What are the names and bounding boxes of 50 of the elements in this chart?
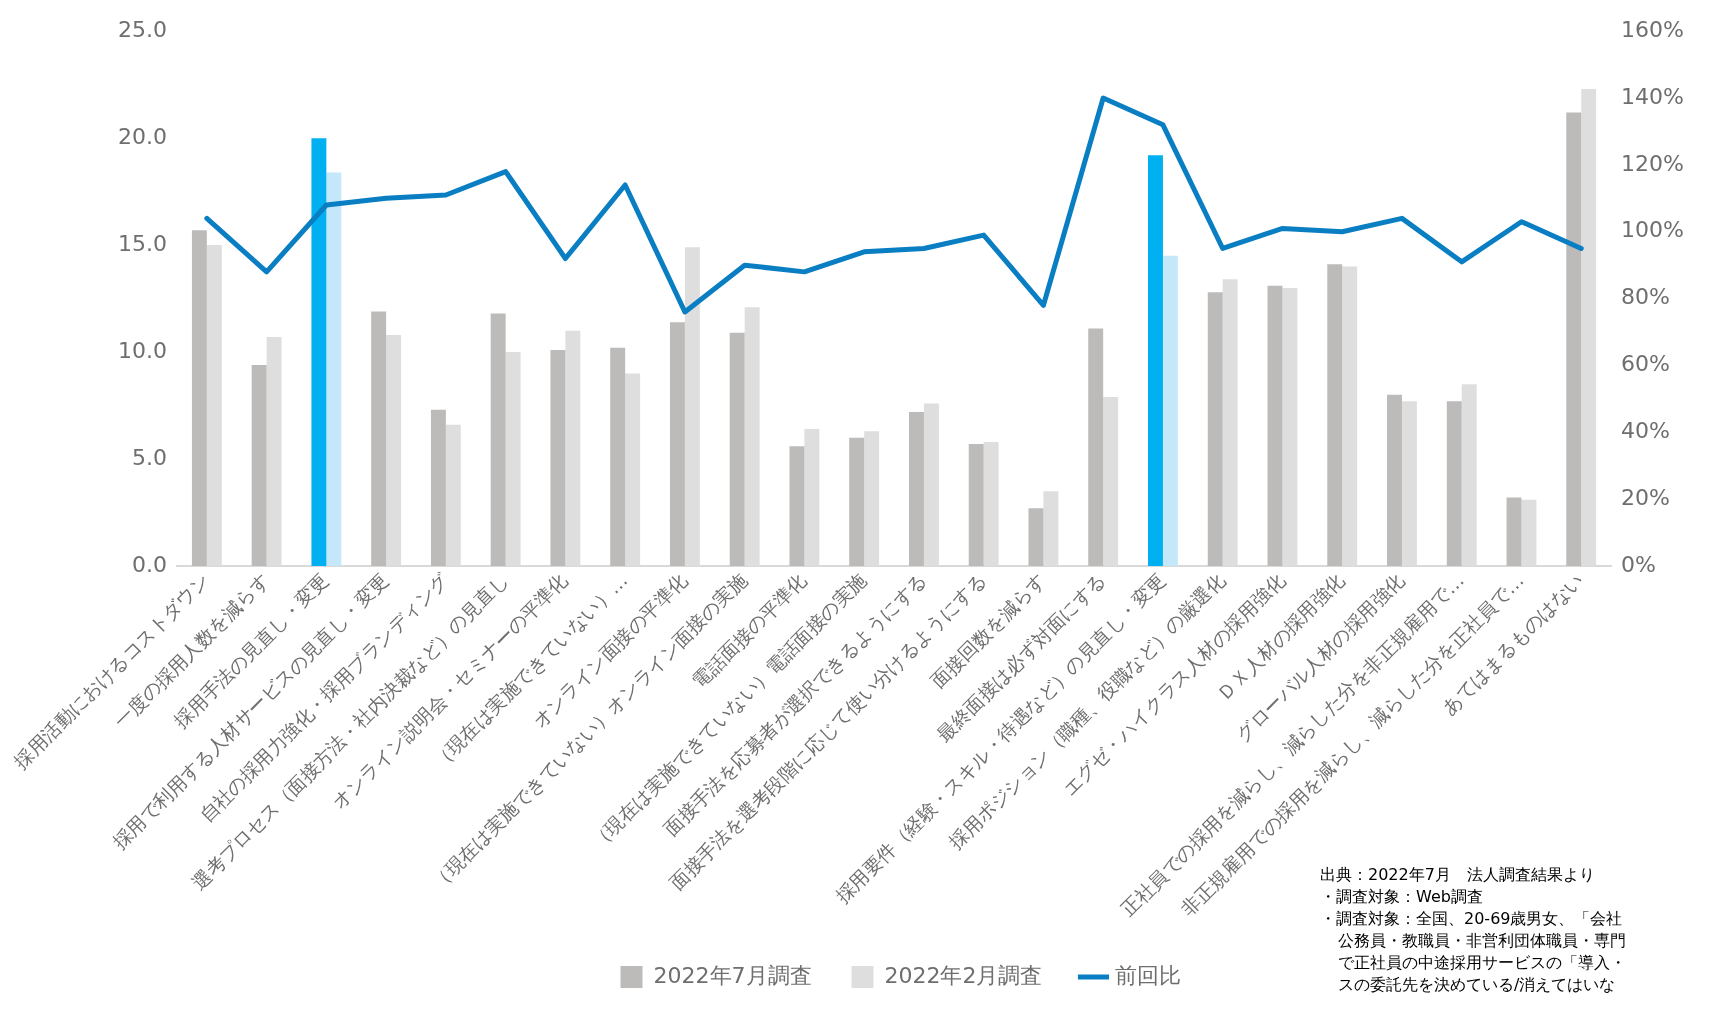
- y-tick-label: 25.0: [118, 16, 167, 42]
- legend-label: 前回比: [1115, 962, 1182, 988]
- bar: [1028, 508, 1044, 566]
- bar: [1148, 155, 1163, 566]
- source-note: 出典：2022年7月 法人調査結果より: [1320, 864, 1596, 886]
- bar: [1387, 394, 1402, 566]
- bar: [669, 322, 685, 566]
- bar: [789, 446, 805, 566]
- bar: [849, 437, 865, 566]
- bar: [610, 347, 626, 566]
- y2-tick-label: 100%: [1621, 217, 1685, 243]
- bar: [1566, 112, 1582, 566]
- y2-tick-label: 140%: [1621, 83, 1685, 109]
- bar: [1327, 264, 1343, 566]
- bar: [1446, 401, 1462, 566]
- bar: [550, 349, 566, 566]
- legend-label: 2022年2月調査: [884, 962, 1043, 988]
- bar: [191, 230, 207, 566]
- bar: [326, 172, 342, 566]
- bar: [490, 313, 506, 566]
- y2-tick-label: 40%: [1621, 418, 1671, 444]
- y2-tick-label: 120%: [1621, 150, 1685, 176]
- bar: [311, 138, 327, 566]
- bar: [1267, 285, 1283, 566]
- text: 公務員・教職員・非営利団体職員・専門: [1337, 930, 1626, 952]
- bar: [1088, 328, 1104, 566]
- y-tick-label: 15.0: [118, 230, 167, 256]
- bar: [1207, 292, 1223, 566]
- y2-tick-label: 80%: [1621, 284, 1671, 310]
- text: ・調査対象：全国、20-69歳男女、「会社: [1320, 908, 1624, 930]
- y2-tick-label: 20%: [1621, 484, 1671, 510]
- bar: [908, 411, 924, 566]
- y-tick-label: 5.0: [131, 444, 167, 470]
- bar: [1506, 497, 1522, 566]
- bar: [430, 409, 446, 566]
- bar: [968, 444, 984, 566]
- text: スの委託先を決めている/消えてはいな: [1337, 974, 1617, 996]
- y2-tick-label: 60%: [1621, 351, 1671, 377]
- bar: [251, 364, 267, 566]
- text: で正社員の中途採用サービスの「導入・: [1337, 952, 1626, 974]
- text: ・調査対象：Web調査: [1320, 886, 1484, 908]
- y-tick-label: 0.0: [131, 551, 167, 577]
- y2-tick-label: 0%: [1621, 551, 1657, 577]
- bar: [371, 311, 387, 566]
- bar: [729, 332, 745, 566]
- y-tick-label: 20.0: [118, 123, 167, 149]
- bar: [1162, 255, 1178, 566]
- y2-tick-label: 160%: [1621, 16, 1685, 42]
- y-tick-label: 10.0: [118, 337, 167, 363]
- legend-label: 2022年7月調査: [653, 962, 812, 988]
